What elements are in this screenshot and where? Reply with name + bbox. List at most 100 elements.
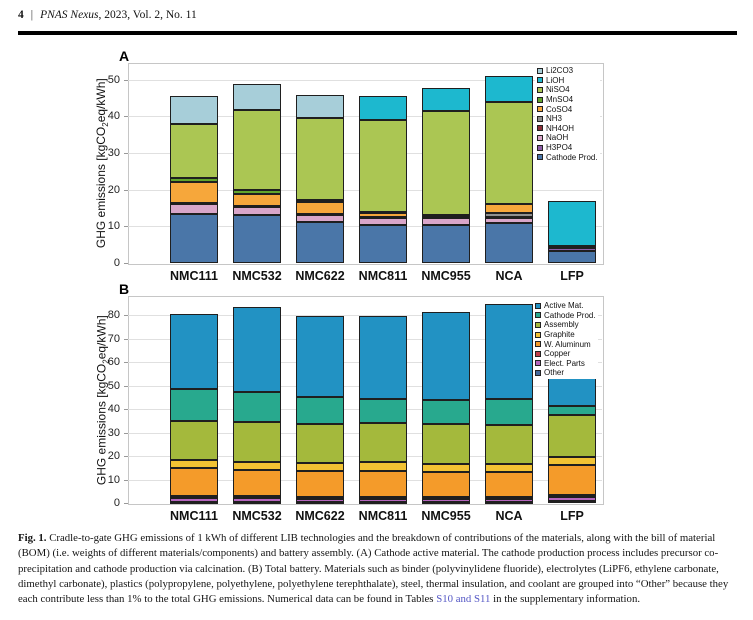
bar-segment [485,502,533,504]
x-category-label: NMC811 [358,269,408,283]
legend-swatch-icon [537,67,543,74]
bar-segment [422,472,470,497]
bar-segment [233,498,281,502]
bar-segment [422,499,470,502]
legend-swatch-icon [537,154,543,161]
bar-segment [170,182,218,203]
bar-segment [548,406,596,415]
bar-segment [359,225,407,263]
supplementary-tables-link[interactable]: S10 and S11 [436,593,491,606]
bar-segment [485,213,533,217]
y-tick-label: 50 [107,380,120,392]
bar-segment [359,217,407,219]
bar-segment [548,501,596,503]
bar-segment [296,463,344,471]
legend-item: MnSO4 [537,95,598,105]
bar-segment [296,214,344,216]
bar-segment [485,399,533,425]
y-tick-label: 10 [107,474,120,486]
bar-segment [296,215,344,222]
bar-segment [485,204,533,213]
bar-segment [485,223,533,263]
legend-label: NiSO4 [546,85,570,95]
bar-segment [548,246,596,248]
x-category-label: NMC622 [295,269,345,283]
x-category-label: NMC622 [295,509,345,523]
legend-label: Graphite [544,330,575,340]
bar-segment [359,96,407,120]
bar-segment [233,190,281,194]
legend-label: Copper [544,349,571,359]
legend-swatch-icon [535,350,541,357]
journal-citation: , 2023, Vol. 2, No. 11 [98,9,197,21]
legend-item: Li2CO3 [537,66,598,76]
bar-segment [296,202,344,214]
legend-item: Copper [535,349,596,359]
bar-segment [170,204,218,214]
bar-segment [170,498,218,502]
y-tick-label: 40 [107,110,120,122]
bar-segment [359,120,407,212]
legend-item: Assembly [535,320,596,330]
header-separator: | [30,9,34,21]
legend-item: Cathode Prod. [537,152,598,162]
y-tick-label: 20 [107,184,120,196]
bar-segment [422,502,470,504]
bar-segment [359,399,407,423]
bar-segment [485,217,533,219]
x-category-label: NMC811 [358,509,408,523]
y-axis-label-a: GHG emissions [kgCO2eq/kWh] [93,78,111,249]
bar-segment [296,95,344,118]
bar-segment [296,499,344,502]
legend-swatch-icon [537,144,543,151]
y-tick-mark [124,362,128,363]
bar-segment [485,304,533,399]
bar-segment [296,200,344,202]
bar-segment [296,502,344,504]
legend-label: Other [544,368,565,378]
y-tick-label: 80 [107,309,120,321]
x-category-label: NMC955 [421,269,471,283]
legend-item: LiOH [537,76,598,86]
y-tick-mark [124,190,128,191]
x-category-label: NMC532 [232,269,282,283]
bar-segment [296,497,344,499]
y-tick-label: 0 [113,497,120,509]
legend-label: Li2CO3 [546,66,574,76]
legend-swatch-icon [537,134,543,141]
legend-label: LiOH [546,75,565,85]
y-tick-mark [124,433,128,434]
bar-segment [233,215,281,263]
y-tick-label: 70 [107,333,120,345]
bar-segment [233,194,281,206]
legend-label: NH4OH [546,123,575,133]
bar-segment [485,499,533,502]
x-category-label: NMC955 [421,509,471,523]
bar-segment [422,218,470,225]
bar-segment [422,464,470,472]
caption-text-before-link: Cradle-to-gate GHG emissions of 1 kWh of… [18,532,729,606]
bar-segment [296,397,344,424]
legend-swatch-icon [535,369,541,376]
bar-segment [233,307,281,392]
y-tick-mark [124,503,128,504]
bar-segment [485,76,533,102]
bar-segment [170,421,218,460]
bar-segment [422,215,470,217]
bar-segment [170,314,218,389]
bar-segment [422,217,470,219]
legend-label: Active Mat. [544,301,584,311]
bar-segment [233,422,281,462]
bar-segment [233,206,281,208]
bar-segment [233,502,281,504]
bar-segment [296,316,344,397]
legend-item: Active Mat. [535,301,596,311]
bar-segment [233,392,281,422]
panel-label-b: B [119,281,130,297]
x-category-label: NMC111 [170,269,218,283]
bar-segment [233,84,281,110]
x-category-label: NCA [495,509,523,523]
bar-segment [359,497,407,499]
bar-segment [296,118,344,200]
legend-item: Graphite [535,330,596,340]
